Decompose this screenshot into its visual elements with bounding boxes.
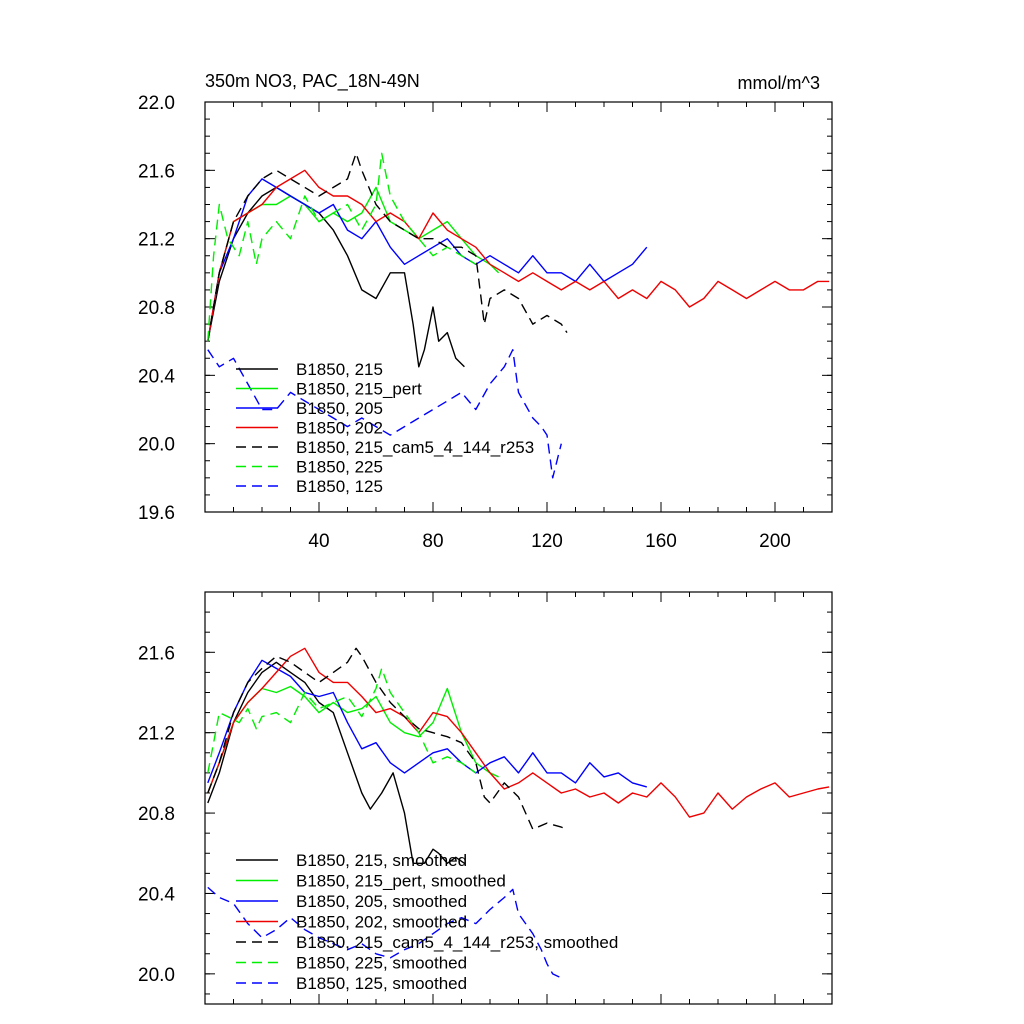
series-line-4 [207, 647, 568, 830]
bottom-panel: 20.0 20.4 20.8 21.2 21.6 B1850, 215, smoothed… [138, 591, 833, 1005]
legend-label: B1850, 125 [296, 477, 383, 496]
legend-label: B1850, 215_pert, smoothed [296, 872, 506, 891]
x-tick-label: 120 [531, 531, 563, 552]
legend-label: B1850, 215_cam5_4_144_r253 [296, 438, 534, 457]
y-tick-label: 21.6 [138, 161, 175, 182]
y-tick-label: 20.8 [138, 804, 175, 825]
legend-label: B1850, 202 [296, 419, 383, 438]
y-tick-label: 20.4 [138, 366, 175, 387]
series-line-0 [207, 661, 465, 864]
series-line-6 [207, 886, 562, 979]
series-line-3 [207, 169, 830, 342]
y-tick-label: 19.6 [138, 503, 175, 524]
x-tick-label: 40 [308, 531, 329, 552]
legend-label: B1850, 202, smoothed [296, 913, 467, 932]
series-lines [207, 647, 830, 979]
y-tick-label: 21.2 [138, 230, 175, 251]
legend-label: B1850, 215 [296, 360, 383, 379]
series-line-5 [207, 667, 477, 774]
x-tick-label: 160 [645, 531, 677, 552]
y-tick-label: 22.0 [138, 93, 175, 114]
series-line-0 [207, 186, 465, 368]
series-lines [207, 152, 830, 479]
x-tick-label: 200 [759, 531, 791, 552]
series-line-3 [207, 647, 830, 818]
series-line-2 [207, 659, 647, 788]
series-line-2 [207, 178, 648, 342]
series-line-6 [207, 349, 562, 479]
y-tick-label: 21.6 [138, 643, 175, 664]
legend-label: B1850, 205, smoothed [296, 892, 467, 911]
legend-label: B1850, 225, smoothed [296, 954, 467, 973]
y-tick-label: 20.4 [138, 884, 175, 905]
series-line-1 [207, 685, 499, 794]
y-tick-label: 20.8 [138, 298, 175, 319]
legend-label: B1850, 125, smoothed [296, 974, 467, 993]
series-line-5 [207, 152, 477, 342]
legend-label: B1850, 215_cam5_4_144_r253, smoothed [296, 933, 618, 952]
y-tick-label: 20.0 [138, 965, 175, 986]
series-line-4 [207, 152, 568, 342]
chart-title: 350m NO3, PAC_18N-49N [205, 71, 420, 92]
x-tick-label: 80 [422, 531, 443, 552]
legend-label: B1850, 215_pert [296, 380, 422, 399]
legend-label: B1850, 215, smoothed [296, 851, 467, 870]
legend: B1850, 215, smoothed B1850, 215_pert, smo… [236, 851, 618, 993]
top-panel: 40 80 120 160 200 19.6 20.0 20.4 20.8 21.2 21.6 22.… [138, 71, 833, 552]
y-tick-label: 21.2 [138, 724, 175, 745]
legend-label: B1850, 205 [296, 399, 383, 418]
units-label: mmol/m^3 [738, 73, 820, 93]
y-tick-label: 20.0 [138, 435, 175, 456]
legend-label: B1850, 225 [296, 458, 383, 477]
